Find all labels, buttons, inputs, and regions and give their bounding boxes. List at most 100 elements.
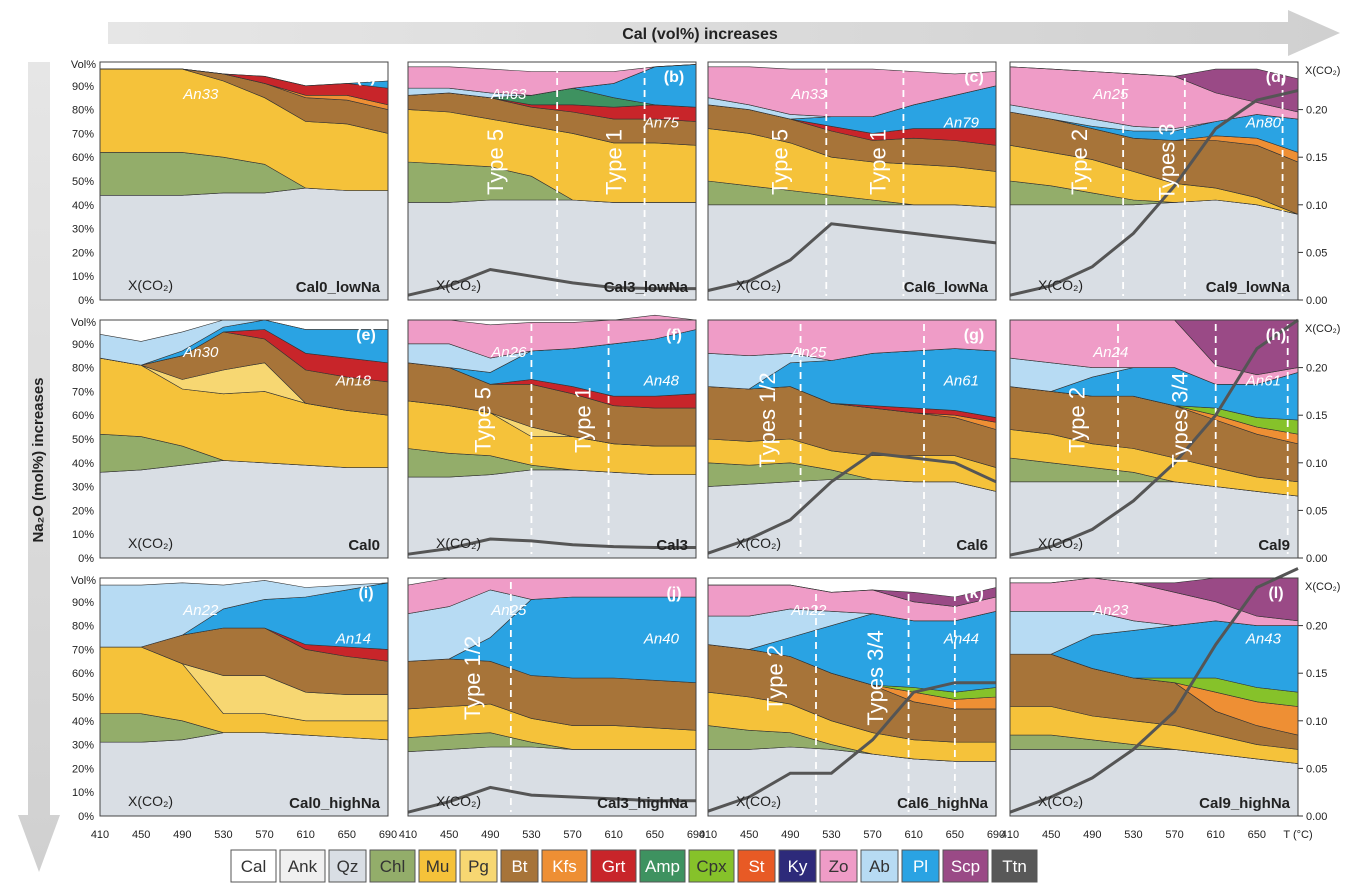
x-tick-label: T (°C) (1283, 829, 1312, 841)
y-tick-label: 70% (72, 386, 94, 398)
x-tick-label: 410 (399, 829, 417, 841)
panel-e: An30 An18 (e) Cal0 X(CO₂) (99, 319, 389, 559)
legend-item: Mu (418, 849, 457, 883)
y-tick-label: 30% (72, 224, 94, 236)
panel-letter: (g) (964, 327, 984, 344)
y-tick-label: 80% (72, 621, 94, 633)
phase-legend: Cal Ank Qz Chl Mu Pg Bt Kfs Grt Amp Cpx St Ky Zo Ab Pl S… (230, 849, 1038, 883)
panel-labels: An26 An48 Type 5 Type 1 (470, 344, 679, 453)
panel-frame (99, 61, 389, 301)
rock-type-label: Types 1/2 (755, 372, 780, 467)
x-tick-label: 610 (605, 829, 623, 841)
xco2-curve-label: X(CO₂) (436, 535, 481, 551)
legend-item: Scp (942, 849, 989, 883)
legend-label: Scp (951, 857, 980, 876)
x-tick-label: 650 (946, 829, 964, 841)
x-tick-label: 490 (1083, 829, 1101, 841)
x-tick-label: 570 (863, 829, 881, 841)
legend-label: Ank (288, 857, 318, 876)
legend-swatch (991, 849, 1038, 883)
legend-swatch (942, 849, 989, 883)
rock-type-label: Type 1 (601, 129, 626, 195)
xco2-curve-label: X(CO₂) (736, 277, 781, 293)
anorthite-label: An48 (643, 373, 680, 390)
panel-g: An25 An61 Types 1/2 (g) Cal6 X(CO₂) (707, 319, 997, 559)
panel-letter: (h) (1266, 327, 1286, 344)
legend-item: Zo (819, 849, 858, 883)
anorthite-label: An44 (943, 631, 979, 648)
legend-swatch (500, 849, 539, 883)
legend-label: Cal (241, 857, 267, 876)
anorthite-label: An30 (182, 344, 219, 361)
x-tick-label: 610 (1207, 829, 1225, 841)
xco2-curve-label: X(CO₂) (1038, 277, 1083, 293)
legend-label: Cpx (696, 857, 727, 876)
xco2-curve (407, 537, 696, 556)
legend-swatch (860, 849, 899, 883)
panel-frame (99, 577, 389, 817)
anorthite-label: An24 (1092, 344, 1128, 361)
x-tick-label: 690 (379, 829, 397, 841)
y-tick-label: 90% (72, 339, 94, 351)
x-tick-label: 490 (781, 829, 799, 841)
x-tick-label: 570 (255, 829, 273, 841)
legend-item: Pl (901, 849, 940, 883)
legend-item: Ank (279, 849, 326, 883)
y-tick-label: 50% (72, 692, 94, 704)
y-tick-label: 80% (72, 105, 94, 117)
left-arrow: Na₂O (mol%) increases (18, 62, 60, 872)
anorthite-label: An80 (1245, 115, 1282, 132)
anorthite-label: An18 (335, 373, 372, 390)
rock-type-label: Type 2 (763, 645, 788, 711)
panel-letter: (a) (356, 69, 376, 86)
anorthite-label: An26 (490, 344, 527, 361)
legend-swatch (369, 849, 416, 883)
legend-label: Amp (645, 857, 680, 876)
rock-type-label: Type 1 (571, 387, 596, 453)
x-tick-label: 650 (646, 829, 664, 841)
y-tick-label: 0% (78, 811, 94, 823)
x-co2-tick-label: 0.05 (1306, 247, 1327, 259)
panel-name: Cal0 (348, 537, 380, 554)
legend-label: Ab (869, 857, 890, 876)
rock-type-label: Type 2 (1065, 387, 1090, 453)
x-co2-tick-label: 0.10 (1306, 716, 1327, 728)
panel-letter: (c) (964, 69, 984, 86)
panel-name: Cal3_lowNa (604, 279, 689, 296)
x-tick-label: 450 (132, 829, 150, 841)
anorthite-label: An25 (1092, 86, 1129, 103)
legend-item: St (737, 849, 776, 883)
legend-label: Pl (913, 857, 928, 876)
panel-name: Cal6_highNa (897, 795, 989, 812)
rock-type-label: Types 3/4 (863, 630, 888, 725)
x-tick-label: 410 (91, 829, 109, 841)
top-arrow-label: Cal (vol%) increases (622, 26, 778, 43)
x-tick-label: 570 (563, 829, 581, 841)
panel-letter: (k) (964, 585, 984, 602)
legend-label: Zo (829, 857, 849, 876)
x-co2-tick-label: 0.20 (1306, 105, 1327, 117)
xco2-curve-label: X(CO₂) (128, 793, 173, 809)
panel-d: An25 An80 Type 2 Types 3 (d) Cal9_lowNa X(CO₂) (1009, 61, 1299, 301)
panel-j: An25 An40 Type 1/2 (j) Cal3_highNa X(CO₂) (407, 577, 697, 817)
legend-swatch (541, 849, 588, 883)
xco2-curve (1009, 318, 1299, 557)
panel-labels: An24 An61 Type 2 Types 3/4 (1065, 344, 1281, 468)
y-tick-label: 60% (72, 668, 94, 680)
panel-labels: An33 (182, 86, 219, 103)
y-axis-title: Vol% (71, 59, 96, 71)
x-tick-label: 650 (1248, 829, 1266, 841)
legend-swatch (230, 849, 277, 883)
legend-label: Ky (788, 857, 808, 876)
panel-frame (99, 319, 389, 559)
anorthite-label: An22 (790, 602, 827, 619)
x-tick-label: 410 (699, 829, 717, 841)
x-tick-label: 530 (822, 829, 840, 841)
panel-frame (1009, 577, 1299, 817)
y-axis-title: Vol% (71, 575, 96, 587)
xco2-curve (707, 451, 997, 555)
panel-l: An23 An43 (l) Cal9_highNa X(CO₂) (1009, 567, 1299, 817)
x-tick-label: 410 (1001, 829, 1019, 841)
legend-swatch (279, 849, 326, 883)
